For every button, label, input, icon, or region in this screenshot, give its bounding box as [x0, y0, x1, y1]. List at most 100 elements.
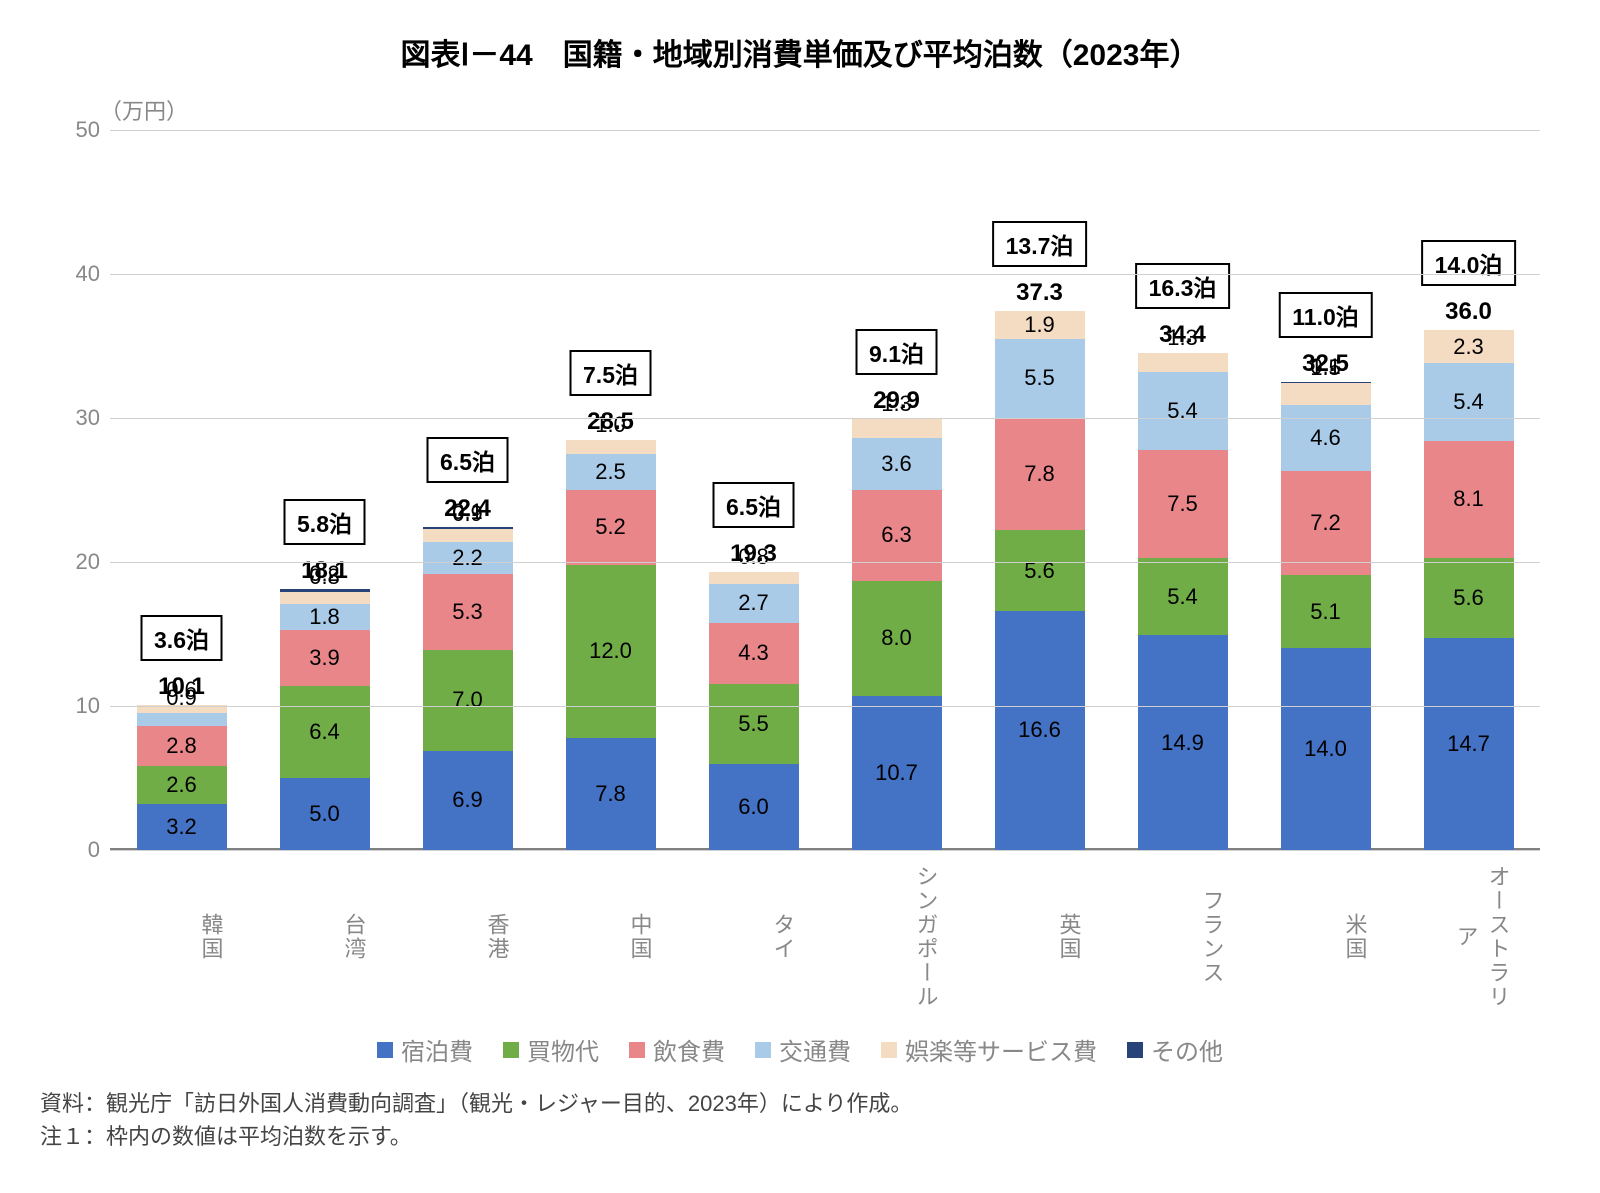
x-axis-labels: 韓国台湾香港中国タイシンガポール英国フランス米国オーストラリア — [110, 850, 1540, 1012]
x-tick-label: 英国 — [995, 862, 1085, 1012]
legend-item: 娯楽等サービス費 — [881, 1032, 1097, 1067]
bar-total-label: 22.4 — [444, 495, 491, 523]
bar-segment-food: 7.5 — [1138, 450, 1228, 558]
y-tick-label: 40 — [60, 261, 100, 287]
segment-value-label: 2.6 — [166, 772, 197, 798]
note-source: 資料：観光庁「訪日外国人消費動向調査」（観光・レジャー目的、2023年）により作… — [40, 1087, 1560, 1120]
nights-box: 14.0泊 — [1421, 240, 1517, 286]
y-tick-label: 50 — [60, 117, 100, 143]
bar-segment-leisure: 1.5 — [1281, 383, 1371, 405]
bar-segment-shopping: 5.6 — [1424, 558, 1514, 639]
segment-value-label: 14.9 — [1161, 730, 1204, 756]
bar-segment-transport: 5.5 — [995, 339, 1085, 418]
bar-segment-lodging: 6.0 — [709, 764, 799, 850]
legend-item: 飲食費 — [629, 1032, 725, 1067]
segment-value-label: 5.5 — [738, 711, 769, 737]
segment-value-label: 5.4 — [1167, 584, 1198, 610]
bar-segment-food: 8.1 — [1424, 441, 1514, 558]
segment-value-label: 4.6 — [1310, 425, 1341, 451]
bar-segment-lodging: 5.0 — [280, 778, 370, 850]
nights-box: 9.1泊 — [855, 329, 938, 375]
bar-total-label: 34.4 — [1159, 321, 1206, 349]
segment-value-label: 7.0 — [452, 687, 483, 713]
bar-segment-shopping: 12.0 — [566, 565, 656, 738]
x-tick-label: タイ — [709, 862, 799, 1012]
bar-segment-shopping: 7.0 — [423, 650, 513, 751]
bar-total-label: 32.5 — [1302, 350, 1349, 378]
bar-column: 1.35.47.55.414.934.416.3泊 — [1138, 130, 1228, 850]
grid-line — [110, 850, 1540, 851]
chart-title: 図表Ⅰ－44 国籍・地域別消費単価及び平均泊数（2023年） — [40, 30, 1560, 74]
legend-swatch — [881, 1042, 897, 1058]
segment-value-label: 2.8 — [166, 733, 197, 759]
y-axis-unit: （万円） — [100, 94, 1560, 126]
legend-item: 宿泊費 — [377, 1032, 473, 1067]
bar-segment-food: 6.3 — [852, 490, 942, 581]
bar-segment-lodging: 14.7 — [1424, 638, 1514, 850]
y-tick-label: 10 — [60, 693, 100, 719]
y-tick-label: 0 — [60, 837, 100, 863]
bar-column: 0.11.54.67.25.114.032.511.0泊 — [1281, 130, 1371, 850]
x-tick-label: オーストラリア — [1424, 862, 1514, 1012]
bar-total-label: 36.0 — [1445, 298, 1492, 326]
legend-swatch — [377, 1042, 393, 1058]
bar-total-label: 28.5 — [587, 408, 634, 436]
legend-swatch — [629, 1042, 645, 1058]
bar-segment-transport: 0.9 — [137, 713, 227, 726]
segment-value-label: 2.2 — [452, 545, 483, 571]
grid-line — [110, 562, 1540, 563]
bar-segment-transport: 2.7 — [709, 584, 799, 623]
bar-total-label: 29.9 — [873, 387, 920, 415]
legend-label: 娯楽等サービス費 — [905, 1032, 1097, 1067]
legend: 宿泊費買物代飲食費交通費娯楽等サービス費その他 — [40, 1032, 1560, 1067]
bar-segment-shopping: 5.1 — [1281, 575, 1371, 648]
segment-value-label: 6.4 — [309, 719, 340, 745]
bar-segment-leisure: 0.8 — [709, 572, 799, 584]
segment-value-label: 14.7 — [1447, 731, 1490, 757]
bar-segment-lodging: 6.9 — [423, 751, 513, 850]
segment-value-label: 5.1 — [1310, 599, 1341, 625]
bar-segment-food: 4.3 — [709, 623, 799, 685]
bar-segment-shopping: 2.6 — [137, 766, 227, 803]
bar-segment-leisure: 0.8 — [280, 592, 370, 604]
bar-segment-shopping: 5.4 — [1138, 558, 1228, 636]
bar-segment-transport: 3.6 — [852, 438, 942, 490]
segment-value-label: 6.9 — [452, 787, 483, 813]
nights-box: 6.5泊 — [426, 437, 509, 483]
bar-segment-shopping: 6.4 — [280, 686, 370, 778]
nights-box: 13.7泊 — [992, 221, 1088, 267]
segment-value-label: 10.7 — [875, 760, 918, 786]
segment-value-label: 2.5 — [595, 459, 626, 485]
legend-swatch — [503, 1042, 519, 1058]
nights-box: 7.5泊 — [569, 350, 652, 396]
y-tick-label: 30 — [60, 405, 100, 431]
segment-value-label: 16.6 — [1018, 717, 1061, 743]
bar-segment-leisure: 1.9 — [995, 311, 1085, 338]
segment-value-label: 7.5 — [1167, 491, 1198, 517]
x-tick-label: 韓国 — [137, 862, 227, 1012]
bar-segment-transport: 5.4 — [1138, 372, 1228, 450]
bar-segment-food: 7.2 — [1281, 471, 1371, 575]
bar-segment-transport: 2.2 — [423, 542, 513, 574]
segment-value-label: 7.8 — [595, 781, 626, 807]
nights-box: 3.6泊 — [140, 615, 223, 661]
bar-column: 2.35.48.15.614.736.014.0泊 — [1424, 130, 1514, 850]
x-tick-label: 中国 — [566, 862, 656, 1012]
bar-segment-leisure: 1.3 — [1138, 353, 1228, 372]
bar-segment-leisure: 1.0 — [566, 440, 656, 454]
nights-box: 5.8泊 — [283, 499, 366, 545]
segment-value-label: 8.0 — [881, 625, 912, 651]
segment-value-label: 2.3 — [1453, 334, 1484, 360]
segment-value-label: 7.8 — [1024, 461, 1055, 487]
segment-value-label: 5.0 — [309, 801, 340, 827]
nights-box: 16.3泊 — [1135, 263, 1231, 309]
x-tick-label: 香港 — [423, 862, 513, 1012]
bar-segment-lodging: 3.2 — [137, 804, 227, 850]
legend-label: 飲食費 — [653, 1032, 725, 1067]
bar-segment-food: 7.8 — [995, 418, 1085, 530]
bars-group: 0.60.92.82.63.210.13.6泊0.20.81.83.96.45.… — [110, 130, 1540, 850]
segment-value-label: 1.8 — [309, 604, 340, 630]
bar-segment-shopping: 5.5 — [709, 684, 799, 763]
bar-column: 0.10.92.25.37.06.922.46.5泊 — [423, 130, 513, 850]
bar-segment-lodging: 10.7 — [852, 696, 942, 850]
